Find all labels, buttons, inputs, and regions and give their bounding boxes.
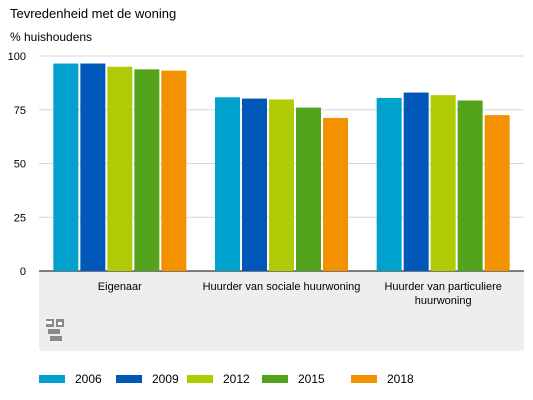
bar-2006[interactable] [53, 63, 79, 272]
category-panel [39, 271, 524, 351]
legend-label: 2012 [223, 372, 250, 386]
y-tick-label: 100 [8, 51, 26, 63]
y-tick-label: 25 [14, 212, 26, 224]
legend-item-2006[interactable]: 2006 [39, 372, 102, 386]
legend-label: 2015 [298, 372, 325, 386]
legend-swatch [262, 375, 288, 383]
bars [53, 63, 510, 272]
bar-2015[interactable] [296, 107, 321, 271]
bar-2018[interactable] [161, 70, 187, 272]
bar-2006[interactable] [376, 97, 402, 271]
y-tick-label: 0 [20, 266, 26, 278]
bar-2009[interactable] [403, 92, 429, 271]
bar-2006[interactable] [215, 97, 240, 271]
legend-item-2015[interactable]: 2015 [262, 372, 325, 386]
bar-2015[interactable] [457, 100, 483, 271]
y-tick-label: 50 [14, 159, 26, 171]
legend-item-2009[interactable]: 2009 [116, 372, 179, 386]
bar-2018[interactable] [484, 115, 510, 271]
cbs-logo-icon [46, 319, 64, 341]
legend-swatch [116, 375, 142, 383]
legend: 2006 2009 2012 2015 2018 [0, 366, 533, 394]
legend-label: 2006 [75, 372, 102, 386]
bar-2018[interactable] [323, 117, 348, 271]
category-label: Huurder van particuliere huurwoning [384, 281, 501, 307]
y-tick-label: 75 [14, 105, 26, 117]
bar-2015[interactable] [134, 69, 160, 271]
bar-2009[interactable] [80, 63, 106, 272]
bar-2012[interactable] [269, 99, 294, 272]
legend-swatch [351, 375, 377, 383]
legend-swatch [39, 375, 65, 383]
category-label: Huurder van sociale huurwoning [203, 281, 361, 293]
legend-item-2018[interactable]: 2018 [351, 372, 414, 386]
legend-item-2012[interactable]: 2012 [187, 372, 250, 386]
y-axis-unit-label: % huishoudens [10, 30, 93, 44]
category-label: Eigenaar [98, 281, 142, 293]
legend-label: 2018 [387, 372, 414, 386]
chart-title: Tevredenheid met de woning [10, 6, 177, 21]
category-labels: Eigenaar Huurder van sociale huurwoning Hu… [98, 281, 502, 307]
y-tick-labels: 0 25 50 75 100 [8, 51, 26, 278]
bar-2012[interactable] [430, 95, 456, 271]
bar-2009[interactable] [242, 98, 267, 271]
bar-chart: 0 25 50 75 100 Eigenaar Huurder van sociale h… [8, 51, 524, 351]
legend-swatch [187, 375, 213, 383]
legend-label: 2009 [152, 372, 179, 386]
bar-2012[interactable] [107, 66, 133, 271]
